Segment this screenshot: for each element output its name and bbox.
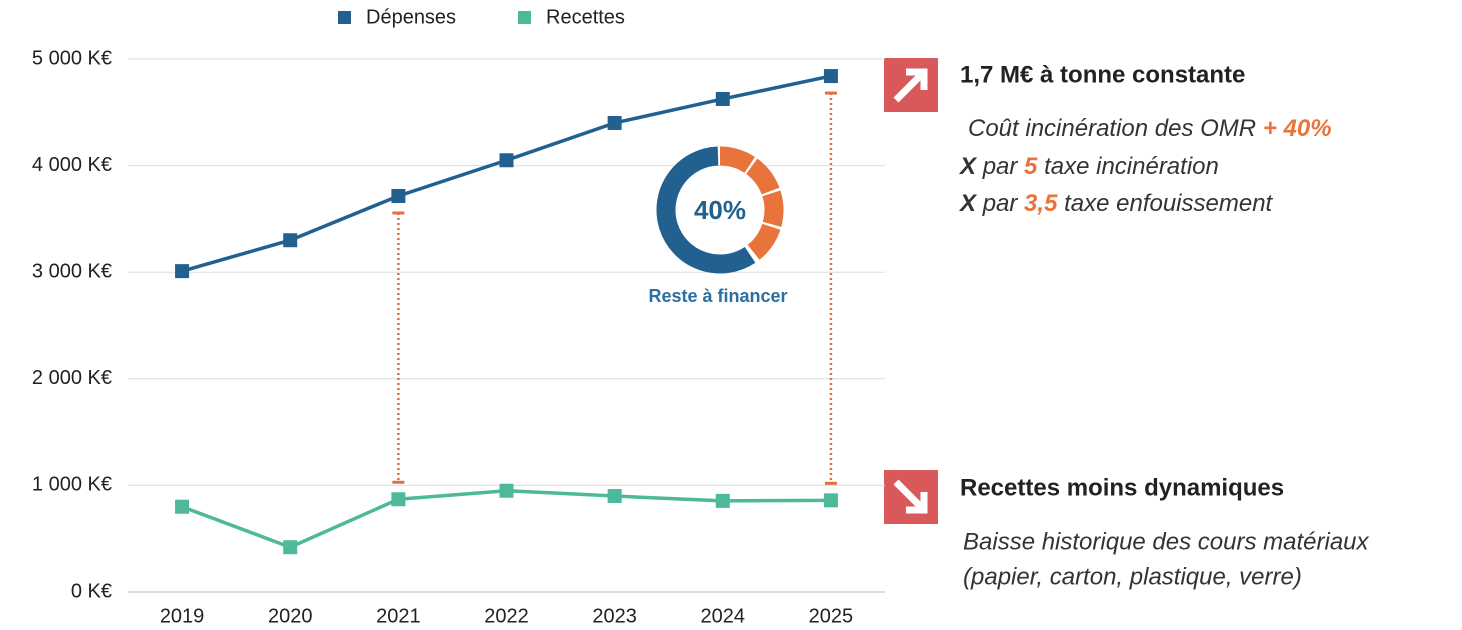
series-line xyxy=(181,488,831,550)
x-tick-label: 2022 xyxy=(484,605,529,627)
highlight: + 40% xyxy=(1263,115,1332,142)
point xyxy=(607,115,622,130)
donut-remainder xyxy=(656,146,756,274)
text: taxe incinération xyxy=(1044,153,1219,180)
donut-caption: Reste à financer xyxy=(648,286,787,306)
point xyxy=(715,91,730,106)
point xyxy=(499,483,514,498)
point xyxy=(175,499,190,514)
point xyxy=(283,540,298,555)
annotation-line: X par 5 taxe incinération xyxy=(958,153,1219,180)
donut-label: 40% xyxy=(694,195,746,225)
x-tick-label: 2020 xyxy=(268,605,313,627)
x-tick-label: 2019 xyxy=(160,605,205,627)
text: par xyxy=(982,190,1019,217)
donut-segment xyxy=(719,146,784,262)
point xyxy=(823,69,838,84)
point xyxy=(823,493,838,508)
x-tick-label: 2025 xyxy=(809,605,854,627)
y-tick-label: 5 000 K€ xyxy=(32,47,112,69)
x-tick-label: 2021 xyxy=(376,605,421,627)
annotation-line: (papier, carton, plastique, verre) xyxy=(963,563,1302,590)
series-line xyxy=(181,74,832,273)
y-tick-label: 4 000 K€ xyxy=(32,154,112,176)
point xyxy=(391,492,406,507)
down-arrow xyxy=(893,479,928,514)
highlight: 5 xyxy=(1024,153,1038,180)
text: X xyxy=(958,153,978,180)
annotation-line: Coût incinération des OMR + 40% xyxy=(968,115,1332,142)
annotation-title: Recettes moins dynamiques xyxy=(960,474,1284,501)
legend-label: Dépenses xyxy=(366,6,456,28)
point xyxy=(499,153,514,168)
annotation-title: 1,7 M€ à tonne constante xyxy=(960,61,1245,88)
point xyxy=(175,264,190,279)
y-tick-label: 3 000 K€ xyxy=(32,260,112,282)
y-tick-label: 1 000 K€ xyxy=(32,474,112,496)
x-tick-label: 2024 xyxy=(701,605,746,627)
text: taxe enfouissement xyxy=(1064,190,1273,217)
annotation-line: Baisse historique des cours matériaux xyxy=(963,528,1370,555)
legend-label: Recettes xyxy=(546,6,625,28)
highlight: 3,5 xyxy=(1024,190,1058,217)
point xyxy=(715,493,730,508)
legend-swatch xyxy=(338,11,351,24)
point xyxy=(607,489,622,504)
annotation-line: X par 3,5 taxe enfouissement xyxy=(958,190,1274,217)
text: X xyxy=(958,190,978,217)
text: Coût incinération des OMR xyxy=(968,115,1256,142)
point xyxy=(391,188,406,203)
legend-swatch xyxy=(518,11,531,24)
y-tick-label: 0 K€ xyxy=(71,580,112,602)
up-arrow xyxy=(893,68,928,103)
x-tick-label: 2023 xyxy=(592,605,637,627)
point xyxy=(283,233,298,248)
text: par xyxy=(982,153,1019,180)
y-tick-label: 2 000 K€ xyxy=(32,367,112,389)
